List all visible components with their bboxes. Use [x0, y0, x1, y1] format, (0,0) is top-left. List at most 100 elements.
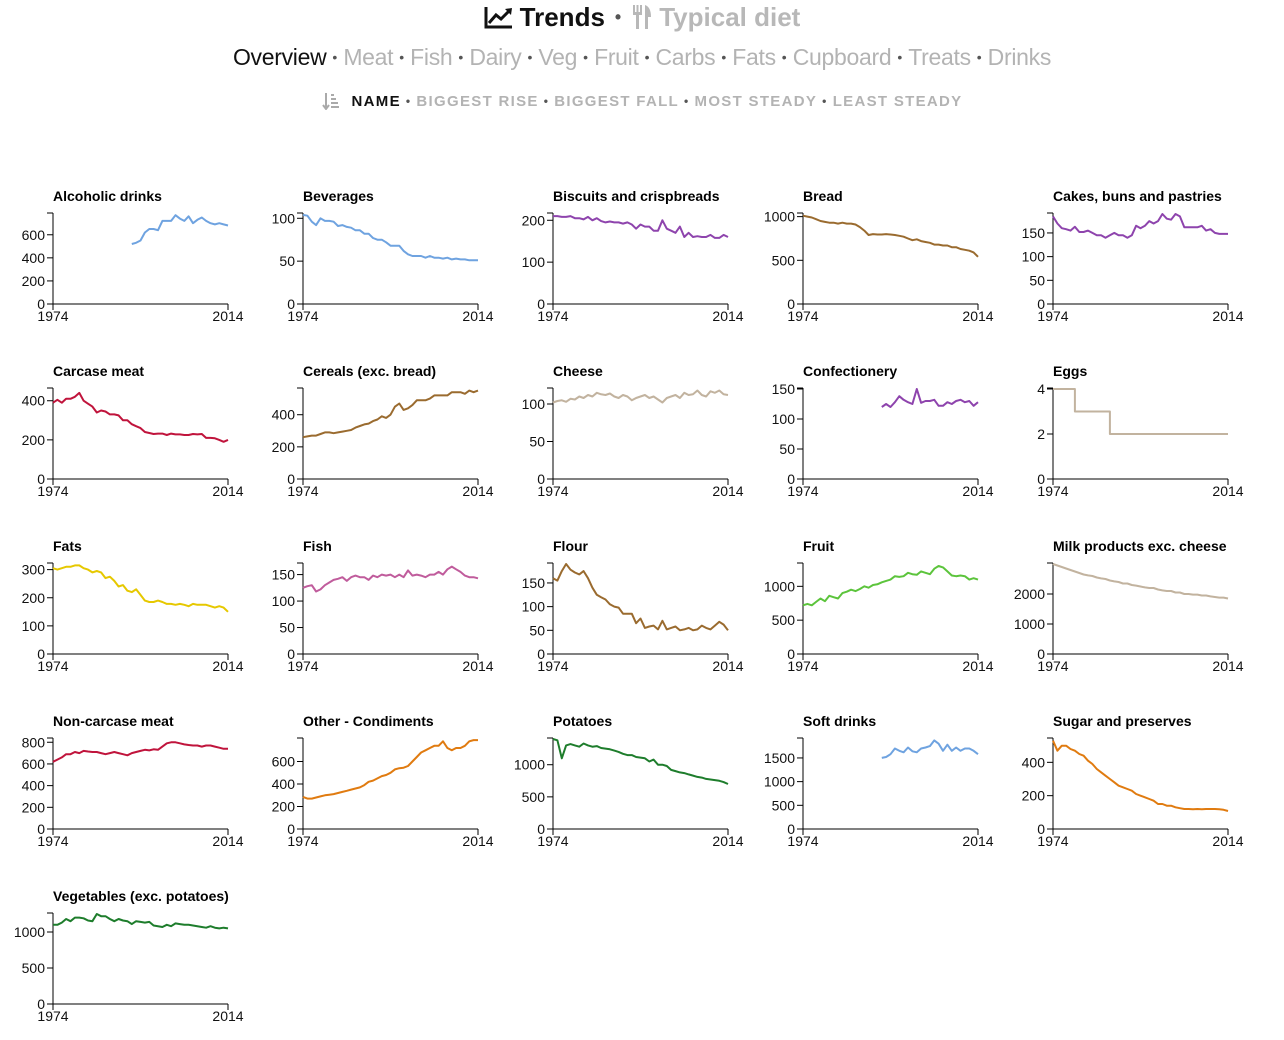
y-tick-label: 0 [37, 471, 45, 487]
x-tick-label: 2014 [212, 1008, 243, 1024]
chart-panel-beverages[interactable]: Beverages 0 50 100 1974 2014 [253, 180, 503, 340]
sort-option-biggest-rise[interactable]: BIGGEST RISE [416, 92, 539, 110]
chart-svg: Flour 0 50 100 150 1974 2014 [522, 538, 744, 674]
series-line[interactable] [302, 213, 478, 262]
sort-option-name[interactable]: NAME [351, 92, 401, 110]
chart-panel-cereals-exc-bread[interactable]: Cereals (exc. bread) 0 200 400 1974 2014 [253, 355, 503, 515]
chart-title: Fish [303, 538, 332, 554]
x-tick-label: 1974 [1037, 833, 1068, 849]
chart-panel-flour[interactable]: Flour 0 50 100 150 1974 2014 [503, 530, 753, 690]
y-tick-label: 150 [522, 575, 546, 591]
chart-panel-vegetables-exc-potatoes[interactable]: Vegetables (exc. potatoes) 0 500 1000 1974 20… [3, 880, 253, 1040]
series-line[interactable] [881, 739, 979, 759]
x-tick-label: 1974 [287, 833, 318, 849]
category-nav: Overview • Meat • Fish • Dairy • Veg • Fruit • Carbs… [0, 41, 1284, 73]
y-tick-label: 200 [272, 439, 296, 455]
tab-trends[interactable]: Trends [484, 2, 605, 33]
chart-panel-bread[interactable]: Bread 0 500 1000 1974 2014 [753, 180, 1003, 340]
chart-panel-soft-drinks[interactable]: Soft drinks 0 500 1000 1500 1974 2014 [753, 705, 1003, 865]
nav-item-treats[interactable]: Treats [908, 43, 971, 70]
nav-item-fish[interactable]: Fish [410, 43, 453, 70]
chart-panel-confectionery[interactable]: Confectionery 0 50 100 150 1974 2014 [753, 355, 1003, 515]
chart-svg: Sugar and preserves 0 200 400 1974 2014 [1022, 713, 1244, 849]
x-tick-label: 1974 [37, 308, 68, 324]
y-tick-label: 0 [287, 296, 295, 312]
series-line[interactable] [1052, 740, 1229, 812]
chart-svg: Milk products exc. cheese 0 1000 2000 1974 20… [1014, 538, 1244, 674]
series-line[interactable] [53, 913, 229, 930]
series-line[interactable] [553, 215, 729, 239]
chart-panel-fruit[interactable]: Fruit 0 500 1000 1974 2014 [753, 530, 1003, 690]
chart-svg: Confectionery 0 50 100 150 1974 2014 [772, 363, 994, 499]
nav-separator: • [399, 49, 405, 65]
chart-panel-eggs[interactable]: Eggs 0 2 4 1974 2014 [1003, 355, 1253, 515]
series-line[interactable] [552, 389, 729, 404]
chart-panel-alcoholic-drinks[interactable]: Alcoholic drinks 0 200 400 600 1974 2014 [3, 180, 253, 340]
series-line[interactable] [52, 741, 228, 763]
x-tick-label: 1974 [1037, 308, 1068, 324]
x-tick-label: 2014 [1212, 833, 1243, 849]
y-tick-label: 800 [22, 734, 46, 750]
tab-typical-diet[interactable]: Typical diet [631, 2, 800, 33]
x-tick-label: 2014 [712, 658, 743, 674]
chart-panel-cheese[interactable]: Cheese 0 50 100 1974 2014 [503, 355, 753, 515]
y-tick-label: 0 [287, 646, 295, 662]
x-tick-label: 2014 [462, 833, 493, 849]
nav-item-carbs[interactable]: Carbs [655, 43, 716, 70]
nav-item-overview[interactable]: Overview [232, 43, 327, 70]
chart-panel-fish[interactable]: Fish 0 50 100 150 1974 2014 [253, 530, 503, 690]
nav-item-cupboard[interactable]: Cupboard [792, 43, 892, 70]
chart-panel-carcase-meat[interactable]: Carcase meat 0 200 400 1974 2014 [3, 355, 253, 515]
series-line[interactable] [802, 565, 979, 607]
series-line[interactable] [302, 389, 479, 439]
chart-title: Beverages [303, 188, 374, 204]
nav-item-fats[interactable]: Fats [732, 43, 776, 70]
y-tick-label: 100 [522, 599, 546, 615]
nav-item-drinks[interactable]: Drinks [987, 43, 1052, 70]
chart-panel-sugar-and-preserves[interactable]: Sugar and preserves 0 200 400 1974 2014 [1003, 705, 1253, 865]
series-line[interactable] [52, 391, 229, 443]
x-tick-label: 1974 [287, 658, 318, 674]
chart-panel-potatoes[interactable]: Potatoes 0 500 1000 1974 2014 [503, 705, 753, 865]
x-tick-label: 2014 [712, 833, 743, 849]
nav-item-dairy[interactable]: Dairy [469, 43, 522, 70]
nav-item-meat[interactable]: Meat [343, 43, 394, 70]
chart-panel-cakes-buns-and-pastries[interactable]: Cakes, buns and pastries 0 50 100 150 1974 201… [1003, 180, 1253, 340]
sort-option-least-steady[interactable]: LEAST STEADY [832, 92, 963, 110]
nav-separator: • [458, 49, 464, 65]
series-line[interactable] [131, 214, 229, 245]
nav-item-veg[interactable]: Veg [538, 43, 578, 70]
y-tick-label: 4 [1037, 381, 1045, 397]
sort-ascending-icon[interactable] [321, 92, 340, 110]
series-line[interactable] [1053, 388, 1228, 435]
series-line[interactable] [302, 739, 478, 800]
series-line[interactable] [552, 563, 729, 632]
series-line[interactable] [1052, 213, 1228, 239]
y-tick-label: 500 [772, 252, 796, 268]
series-line[interactable] [802, 214, 979, 258]
chart-title: Cheese [553, 363, 603, 379]
y-tick-label: 400 [272, 776, 296, 792]
chart-panel-biscuits-and-crispbreads[interactable]: Biscuits and crispbreads 0 100 200 1974 2014 [503, 180, 753, 340]
chart-title: Alcoholic drinks [53, 188, 162, 204]
series-line[interactable] [302, 565, 479, 593]
sort-option-biggest-fall[interactable]: BIGGEST FALL [554, 92, 680, 110]
chart-panel-milk-products-exc-cheese[interactable]: Milk products exc. cheese 0 1000 2000 1974 20… [1003, 530, 1253, 690]
chart-panel-non-carcase-meat[interactable]: Non-carcase meat 0 200 400 600 800 1974 2014 [3, 705, 253, 865]
chart-panel-other-condiments[interactable]: Other - Condiments 0 200 400 600 1974 2014 [253, 705, 503, 865]
y-tick-label: 200 [22, 432, 46, 448]
chart-title: Carcase meat [53, 363, 144, 379]
series-line[interactable] [52, 564, 229, 613]
y-tick-label: 400 [1022, 754, 1046, 770]
chart-title: Sugar and preserves [1053, 713, 1192, 729]
chart-panel-fats[interactable]: Fats 0 100 200 300 1974 2014 [3, 530, 253, 690]
sort-option-most-steady[interactable]: MOST STEADY [694, 92, 818, 110]
x-tick-label: 2014 [462, 658, 493, 674]
series-line[interactable] [1052, 563, 1229, 600]
x-tick-label: 1974 [1037, 483, 1068, 499]
x-tick-label: 1974 [287, 483, 318, 499]
series-line[interactable] [881, 388, 979, 408]
nav-item-fruit[interactable]: Fruit [594, 43, 639, 70]
x-tick-label: 2014 [962, 308, 993, 324]
series-line[interactable] [552, 738, 729, 785]
